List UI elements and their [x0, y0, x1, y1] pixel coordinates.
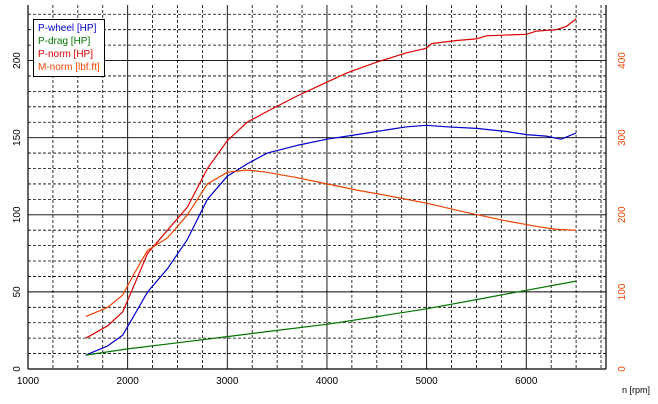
y2-tick-label: 300: [617, 129, 628, 146]
y2-tick-label: 400: [617, 52, 628, 69]
legend-entry-p-drag: P-drag [HP]: [38, 36, 91, 47]
y-tick-label: 0: [12, 366, 23, 372]
y-tick-label: 150: [12, 129, 23, 146]
y2-tick-label: 0: [617, 366, 628, 372]
grid-lines: [27, 5, 607, 370]
x-tick-label: 2000: [117, 376, 140, 387]
series-line-3: [85, 169, 577, 318]
y2-tick-label: 200: [617, 206, 628, 223]
y-tick-label: 200: [12, 52, 23, 69]
x-tick-label: 1000: [17, 376, 40, 387]
series-line-0: [85, 124, 577, 356]
series-line-1: [85, 280, 577, 356]
legend: P-wheel [HP] P-drag [HP] P-norm [HP] M-n…: [33, 19, 105, 77]
legend-entry-p-wheel: P-wheel [HP]: [38, 23, 97, 34]
y-tick-label: 50: [12, 286, 23, 298]
legend-entry-p-norm: P-norm [HP]: [38, 49, 94, 60]
x-tick-label: 6000: [515, 376, 538, 387]
tick-labels: 1000 2000 3000 4000 5000 60000501001502000100…: [12, 52, 628, 387]
x-tick-label: 5000: [415, 376, 438, 387]
x-axis-label: n [rpm]: [621, 385, 650, 395]
y2-tick-label: 100: [617, 283, 628, 300]
legend-entry-m-norm: M-norm [lbf.ft]: [38, 62, 100, 73]
series-lines: [85, 18, 577, 356]
y-tick-label: 100: [12, 206, 23, 223]
x-tick-label: 4000: [316, 376, 339, 387]
x-tick-label: 3000: [216, 376, 239, 387]
series-line-2: [85, 18, 577, 339]
